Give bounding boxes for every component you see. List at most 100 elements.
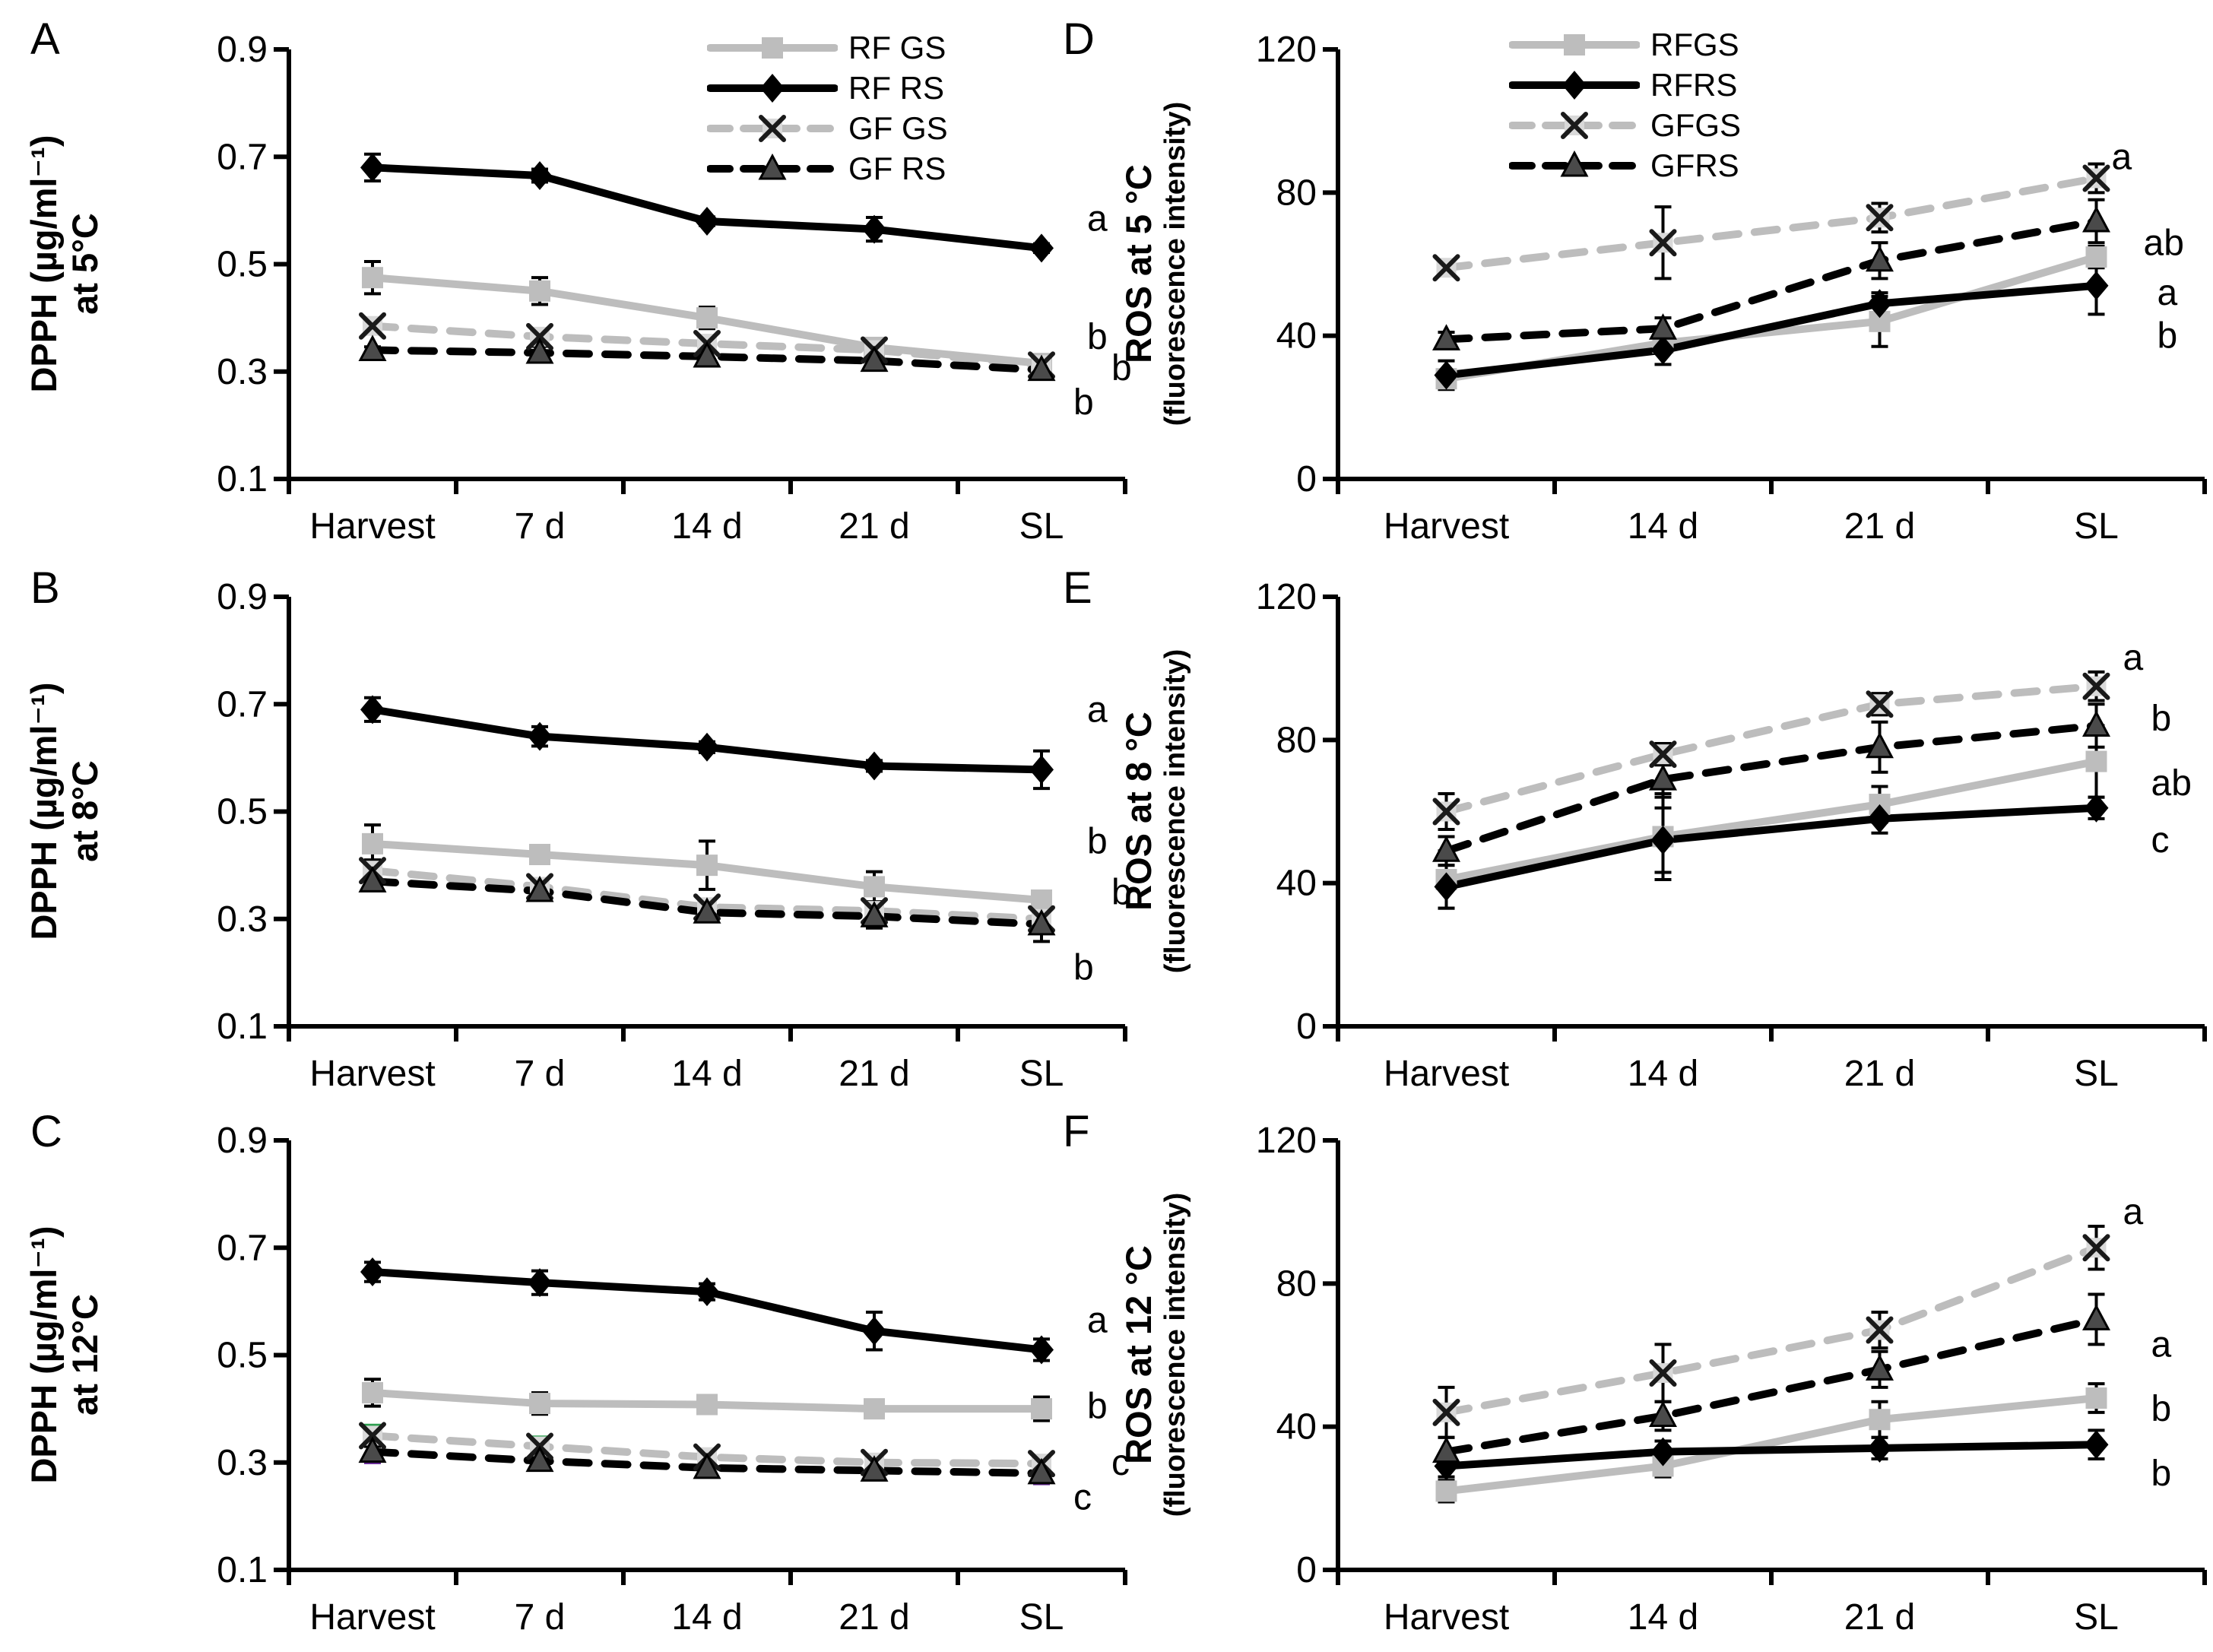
x-tick-label: 14 d (671, 1054, 742, 1094)
legend-item-gfgs: GFGS (1509, 105, 1741, 145)
legend-item-gfgs: GF GS (707, 108, 948, 148)
x-tick-label: Harvest (309, 506, 435, 547)
significance-letter: b (1111, 348, 1132, 388)
marker-GFGS-Harvest (1432, 797, 1460, 826)
panel-letter-f: F (1063, 1107, 1090, 1156)
significance-letter: b (2158, 316, 2178, 357)
marker-RFRS-SL (2084, 793, 2109, 823)
marker-RFRS-14 d (1650, 1437, 1676, 1467)
y-tick-label: 120 (1256, 1121, 1317, 1161)
y-tick-label: 0.5 (217, 1336, 268, 1376)
x-tick-label: 7 d (515, 1597, 566, 1638)
y-tick-label: 0.5 (217, 245, 268, 285)
x-tick-label: SL (2074, 1597, 2119, 1638)
significance-letter: b (1087, 317, 1108, 357)
marker-RFRS-SL (1029, 755, 1054, 785)
significance-letter: b (1073, 947, 1094, 988)
marker-GFRS-14 d (1649, 313, 1677, 340)
marker-GFRS-Harvest (358, 335, 387, 361)
marker-RFGS-7 d (529, 280, 550, 302)
marker-RFRS-7 d (528, 1268, 552, 1298)
rfrs-marker-icon (1562, 70, 1587, 100)
legend-item-label: GF GS (848, 109, 948, 146)
marker-RFRS-Harvest (360, 153, 385, 182)
series-markers-GFRS (1432, 205, 2110, 350)
legend-item-rfgs: RFGS (1509, 24, 1741, 65)
y-tick-label: 0 (1296, 1007, 1317, 1047)
y-axis-label-line2: at 5°C (65, 213, 105, 315)
marker-RFGS-Harvest (362, 1381, 383, 1403)
y-tick-label: 0.3 (217, 352, 268, 392)
marker-RFGS-21 d (864, 876, 885, 898)
series-markers-RFGS (362, 832, 1052, 912)
marker-GFGS-SL (2082, 164, 2110, 192)
marker-RFRS-21 d (1867, 289, 1892, 319)
legend-item-label: GFRS (1650, 147, 1739, 183)
marker-GFRS-SL (1027, 908, 1056, 936)
marker-GFRS-21 d (860, 345, 889, 373)
series-line-GFRS (1442, 721, 2100, 855)
marker-GFRS-7 d (525, 1445, 554, 1473)
marker-GFRS-21 d (1866, 245, 1894, 272)
marker-GFRS-Harvest (1432, 836, 1460, 862)
rfgs-marker-icon (762, 36, 783, 59)
y-axis-label-panel-b: DPPH (µg/ml⁻¹) at 8°C (24, 682, 106, 940)
series-markers-GFGS (1432, 164, 2110, 282)
x-tick-label: SL (1019, 1054, 1064, 1094)
panel-letter-d: D (1063, 14, 1095, 64)
series-markers-RFRS (360, 153, 1054, 263)
significance-letter: ab (2151, 763, 2192, 804)
significance-letter: b (1073, 382, 1094, 423)
marker-GFGS-14 d (1649, 1359, 1677, 1387)
axes: 0.9 0.7 0.5 0.3 0.1 Harvest 7 d 14 d 21 d SL (217, 577, 1127, 1094)
marker-GFRS-14 d (693, 341, 721, 368)
significance-letter: b (1087, 821, 1108, 861)
marker-RFGS-21 d (864, 1398, 885, 1420)
legend-item-rfgs: RF GS (707, 27, 948, 68)
marker-RFRS-Harvest (360, 695, 385, 725)
significance-letter: a (2158, 273, 2178, 313)
marker-GFGS-21 d (1866, 204, 1894, 232)
panel-letter-a: A (30, 14, 60, 64)
x-tick-label: SL (2074, 1054, 2119, 1094)
marker-GFGS-Harvest (1432, 1398, 1460, 1426)
marker-RFRS-14 d (695, 1277, 719, 1307)
marker-RFGS-SL (1031, 889, 1052, 912)
y-tick-label: 0.1 (217, 1007, 268, 1047)
y-tick-label: 0.9 (217, 577, 268, 617)
y-tick-label: 0.3 (217, 1443, 268, 1483)
y-axis-label-line2: (fluorescence intensity) (1159, 1192, 1192, 1517)
marker-RFRS-21 d (862, 751, 886, 781)
legend-item-rfrs: RFRS (1509, 65, 1741, 105)
marker-GFRS-SL (1027, 354, 1056, 382)
series-markers-GFRS (358, 866, 1056, 936)
marker-GFRS-7 d (525, 337, 554, 364)
y-tick-label: 40 (1276, 1407, 1317, 1447)
y-axis-label-line1: DPPH (µg/ml⁻¹) (23, 1226, 64, 1484)
significance-letter: a (2123, 638, 2144, 678)
series-markers-GFGS (1432, 1234, 2110, 1426)
y-tick-label: 0.1 (217, 1550, 268, 1590)
x-tick-label: 21 d (839, 506, 909, 547)
y-tick-label: 0.1 (217, 459, 268, 499)
x-tick-label: SL (1019, 506, 1064, 547)
marker-RFRS-14 d (695, 732, 719, 762)
legend-item-label: RF RS (848, 69, 944, 106)
marker-GFGS-Harvest (1432, 254, 1460, 282)
significance-letter: a (2112, 137, 2132, 177)
x-tick-label: 21 d (839, 1054, 909, 1094)
marker-RFGS-14 d (696, 855, 718, 877)
rfgs-line-sample-icon (1509, 33, 1640, 55)
significance-letter: ab (2144, 223, 2184, 263)
marker-RFGS-7 d (529, 844, 550, 865)
marker-GFGS-14 d (1649, 740, 1677, 769)
significance-letter: a (1087, 1301, 1108, 1341)
marker-RFRS-21 d (862, 214, 886, 244)
x-tick-label: 14 d (1628, 1597, 1698, 1638)
marker-GFRS-21 d (1866, 1354, 1894, 1381)
y-tick-label: 0.7 (217, 137, 268, 177)
y-axis-label-panel-e: ROS at 8 °C (fluorescence intensity) (1118, 649, 1193, 974)
legend-item-gfrs: GFRS (1509, 145, 1741, 185)
significance-letter: a (2151, 1324, 2172, 1365)
